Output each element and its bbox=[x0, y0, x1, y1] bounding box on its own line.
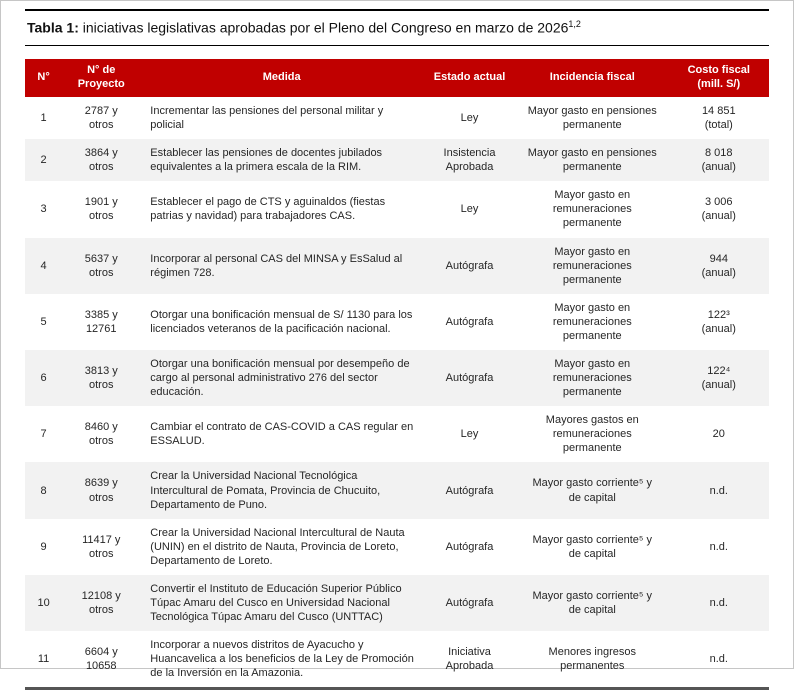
cell-incidencia: Mayor gasto corriente⁵ y de capital bbox=[532, 533, 653, 560]
cell-estado: Autógrafa bbox=[445, 315, 494, 328]
cell-proyecto: 6604 y 10658 bbox=[84, 646, 118, 673]
cell-num: 9 bbox=[40, 540, 47, 553]
cell-costo: 14 851 (total) bbox=[701, 104, 736, 132]
cell-incidencia: Mayor gasto en remuneraciones permanente bbox=[552, 301, 632, 342]
cell-costo: 122³ (anual) bbox=[701, 308, 736, 335]
table-row: 1 2787 y otros Incrementar las pensiones d… bbox=[25, 97, 769, 139]
cell-incidencia: Mayores gastos en remuneraciones permane… bbox=[545, 414, 639, 455]
cell-medida: Crear la Universidad Nacional Tecnológic… bbox=[150, 470, 381, 511]
cell-incidencia: Mayor gasto en remuneraciones permanente bbox=[552, 357, 632, 399]
table-row: 2 3864 y otros Establecer las pensiones de… bbox=[25, 139, 769, 182]
table-row: 8 8639 y otros Crear la Universidad Nacion… bbox=[25, 462, 769, 519]
cell-num: 5 bbox=[40, 315, 47, 328]
cell-proyecto: 1901 y otros bbox=[84, 196, 118, 223]
table-header-row: N° N° de Proyecto Medida Estado actual Incid… bbox=[25, 59, 769, 97]
cell-estado: Ley bbox=[460, 111, 479, 124]
table-row: 5 3385 y 12761 Otorgar una bonificación me… bbox=[25, 294, 769, 350]
cell-costo: 122⁴ (anual) bbox=[701, 365, 736, 392]
cell-costo: n.d. bbox=[709, 653, 728, 666]
cell-incidencia: Mayor gasto en remuneraciones permanente bbox=[552, 189, 632, 230]
cell-num: 4 bbox=[40, 259, 47, 272]
cell-medida: Crear la Universidad Nacional Intercultu… bbox=[150, 526, 405, 567]
cell-proyecto: 2787 y otros bbox=[84, 104, 118, 132]
cell-medida: Establecer el pago de CTS y aguinaldos (… bbox=[150, 196, 386, 223]
cell-estado: Ley bbox=[460, 428, 479, 441]
cell-num: 10 bbox=[37, 596, 50, 609]
cell-num: 3 bbox=[40, 203, 47, 216]
cell-proyecto: 12108 y otros bbox=[81, 589, 121, 617]
table-title-superscript: 1,2 bbox=[568, 19, 581, 29]
cell-estado: Autógrafa bbox=[445, 540, 494, 553]
cell-costo: 3 006 (anual) bbox=[701, 196, 736, 223]
table-row: 4 5637 y otros Incorporar al personal CAS … bbox=[25, 237, 769, 294]
cell-incidencia: Mayor gasto corriente⁵ y de capital bbox=[532, 477, 653, 504]
table-row: 3 1901 y otros Establecer el pago de CTS y… bbox=[25, 181, 769, 237]
column-header: N° bbox=[25, 59, 63, 97]
cell-costo: n.d. bbox=[709, 540, 728, 553]
cell-estado: Autógrafa bbox=[445, 259, 494, 272]
cell-medida: Establecer las pensiones de docentes jub… bbox=[150, 147, 383, 174]
cell-num: 6 bbox=[40, 372, 47, 385]
column-header: Costo fiscal (mill. S/) bbox=[668, 59, 769, 97]
cell-incidencia: Mayor gasto corriente⁵ y de capital bbox=[532, 589, 653, 617]
cell-num: 1 bbox=[40, 111, 47, 124]
cell-estado: Iniciativa Aprobada bbox=[445, 646, 494, 673]
cell-medida: Convertir el Instituto de Educación Supe… bbox=[150, 582, 402, 624]
cell-proyecto: 3864 y otros bbox=[84, 147, 118, 174]
table-row: 11 6604 y 10658 Incorporar a nuevos distri… bbox=[25, 631, 769, 689]
cell-incidencia: Menores ingresos permanentes bbox=[548, 646, 636, 673]
table-title-label: Tabla 1: bbox=[27, 19, 79, 36]
cell-costo: n.d. bbox=[709, 484, 728, 497]
table-row: 10 12108 y otros Convertir el Instituto de… bbox=[25, 574, 769, 632]
cell-num: 7 bbox=[40, 428, 47, 441]
cell-estado: Insistencia Aprobada bbox=[443, 147, 496, 174]
cell-proyecto: 8460 y otros bbox=[84, 421, 118, 448]
table-body: 1 2787 y otros Incrementar las pensiones d… bbox=[25, 97, 769, 689]
column-header: Estado actual bbox=[423, 59, 517, 97]
cell-proyecto: 8639 y otros bbox=[84, 477, 118, 504]
legislative-initiatives-table: N° N° de Proyecto Medida Estado actual Incid… bbox=[25, 59, 769, 690]
cell-proyecto: 11417 y otros bbox=[82, 533, 121, 560]
cell-medida: Incorporar a nuevos distritos de Ayacuch… bbox=[150, 639, 414, 680]
cell-costo: n.d. bbox=[709, 596, 728, 609]
cell-estado: Ley bbox=[460, 203, 479, 216]
table-head: N° N° de Proyecto Medida Estado actual Incid… bbox=[25, 59, 769, 97]
cell-medida: Incrementar las pensiones del personal m… bbox=[150, 104, 384, 132]
table-row: 9 11417 y otros Crear la Universidad Nacio… bbox=[25, 519, 769, 575]
cell-incidencia: Mayor gasto en remuneraciones permanente bbox=[552, 245, 632, 286]
cell-costo: 8 018 (anual) bbox=[701, 147, 736, 174]
cell-estado: Autógrafa bbox=[445, 596, 494, 609]
table-title-text: iniciativas legislativas aprobadas por e… bbox=[78, 19, 569, 36]
cell-costo: 20 bbox=[712, 428, 725, 441]
cell-estado: Autógrafa bbox=[445, 484, 494, 497]
cell-medida: Cambiar el contrato de CAS-COVID a CAS r… bbox=[150, 421, 414, 448]
table-title: Tabla 1: iniciativas legislativas aproba… bbox=[25, 9, 769, 47]
cell-num: 8 bbox=[40, 484, 47, 497]
cell-incidencia: Mayor gasto en pensiones permanente bbox=[527, 147, 657, 174]
cell-num: 2 bbox=[40, 154, 47, 167]
column-header: Incidencia fiscal bbox=[516, 59, 669, 97]
cell-medida: Incorporar al personal CAS del MINSA y E… bbox=[150, 252, 403, 279]
cell-proyecto: 5637 y otros bbox=[84, 252, 118, 279]
column-header: N° de Proyecto bbox=[62, 59, 141, 97]
table-row: 7 8460 y otros Cambiar el contrato de CAS-… bbox=[25, 406, 769, 462]
table-row: 6 3813 y otros Otorgar una bonificación me… bbox=[25, 349, 769, 407]
cell-proyecto: 3385 y 12761 bbox=[84, 308, 118, 335]
cell-medida: Otorgar una bonificación mensual por des… bbox=[150, 357, 410, 399]
cell-medida: Otorgar una bonificación mensual de S/ 1… bbox=[150, 308, 413, 335]
cell-costo: 944 (anual) bbox=[701, 252, 736, 279]
cell-estado: Autógrafa bbox=[445, 372, 494, 385]
cell-num: 11 bbox=[37, 653, 50, 666]
column-header: Medida bbox=[140, 59, 424, 97]
cell-incidencia: Mayor gasto en pensiones permanente bbox=[527, 104, 657, 132]
cell-proyecto: 3813 y otros bbox=[84, 365, 118, 392]
